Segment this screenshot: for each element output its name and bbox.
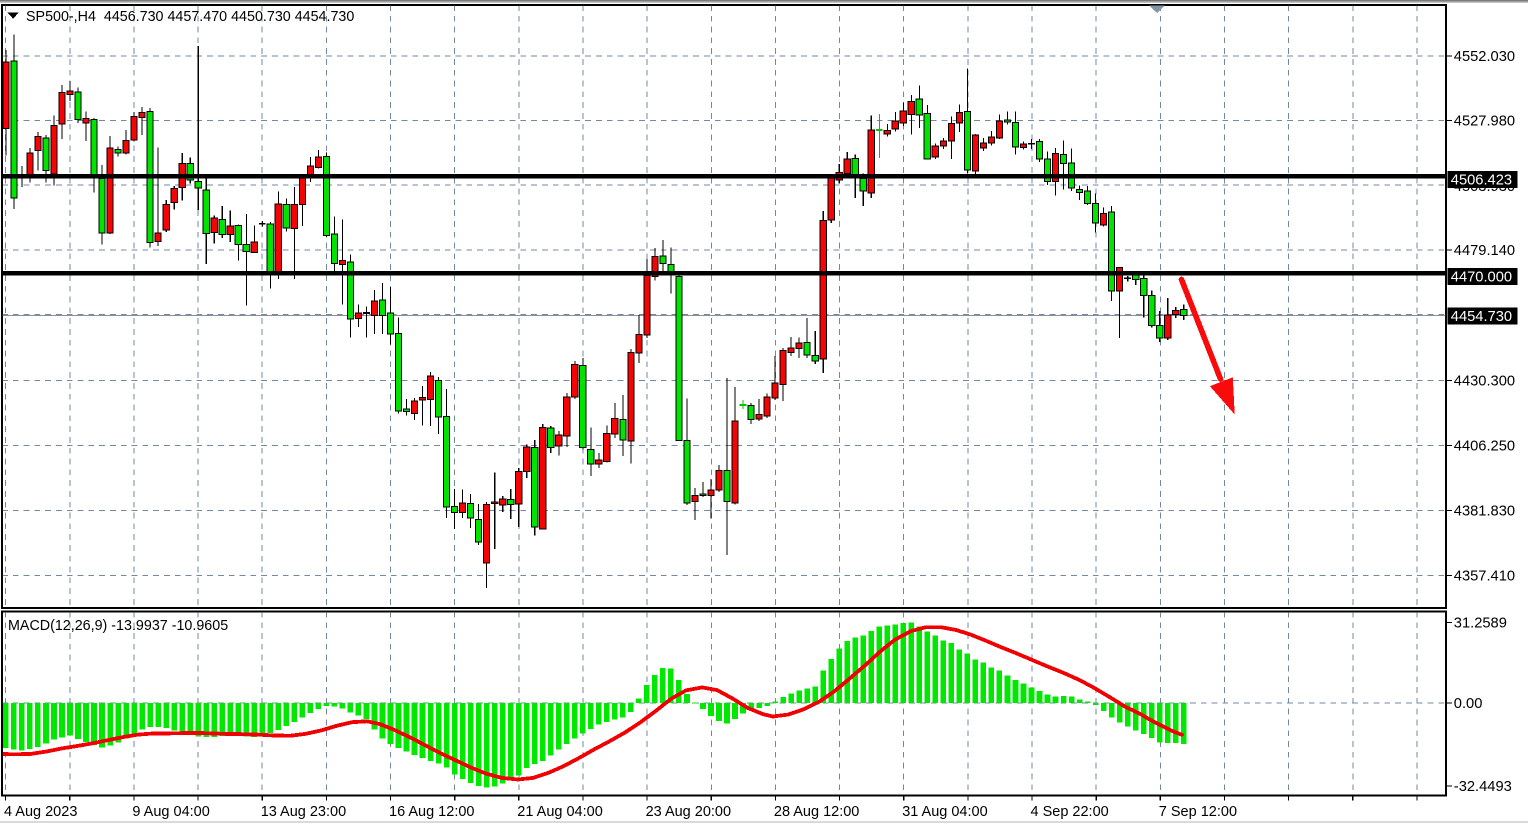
svg-text:4357.410: 4357.410 xyxy=(1454,569,1515,585)
svg-text:SP500-,H4 4456.730 4457.470 4: SP500-,H4 4456.730 4457.470 4450.730 445… xyxy=(26,9,354,25)
svg-text:4406.250: 4406.250 xyxy=(1454,439,1515,455)
svg-text:4527.980: 4527.980 xyxy=(1454,114,1515,130)
svg-text:31.2589: 31.2589 xyxy=(1454,616,1507,632)
svg-text:9 Aug 04:00: 9 Aug 04:00 xyxy=(132,804,209,820)
svg-text:4552.030: 4552.030 xyxy=(1454,49,1515,65)
svg-text:23 Aug 20:00: 23 Aug 20:00 xyxy=(646,804,731,820)
svg-text:0.00: 0.00 xyxy=(1454,696,1483,712)
svg-text:28 Aug 12:00: 28 Aug 12:00 xyxy=(774,804,859,820)
svg-text:MACD(12,26,9) -13.9937 -10.960: MACD(12,26,9) -13.9937 -10.9605 xyxy=(8,618,228,634)
svg-text:31 Aug 04:00: 31 Aug 04:00 xyxy=(902,804,987,820)
svg-text:13 Aug 23:00: 13 Aug 23:00 xyxy=(261,804,346,820)
svg-text:4 Sep 22:00: 4 Sep 22:00 xyxy=(1031,804,1109,820)
svg-text:4470.000: 4470.000 xyxy=(1451,270,1512,286)
svg-text:4381.830: 4381.830 xyxy=(1454,504,1515,520)
svg-text:4506.423: 4506.423 xyxy=(1451,172,1512,188)
svg-text:16 Aug 12:00: 16 Aug 12:00 xyxy=(389,804,474,820)
svg-text:4 Aug 2023: 4 Aug 2023 xyxy=(4,804,77,820)
svg-text:4454.730: 4454.730 xyxy=(1451,309,1512,325)
svg-text:-32.4493: -32.4493 xyxy=(1454,779,1512,795)
svg-text:4430.300: 4430.300 xyxy=(1454,374,1515,390)
svg-text:7 Sep 12:00: 7 Sep 12:00 xyxy=(1159,804,1237,820)
svg-text:21 Aug 04:00: 21 Aug 04:00 xyxy=(517,804,602,820)
svg-text:4479.140: 4479.140 xyxy=(1454,243,1515,259)
